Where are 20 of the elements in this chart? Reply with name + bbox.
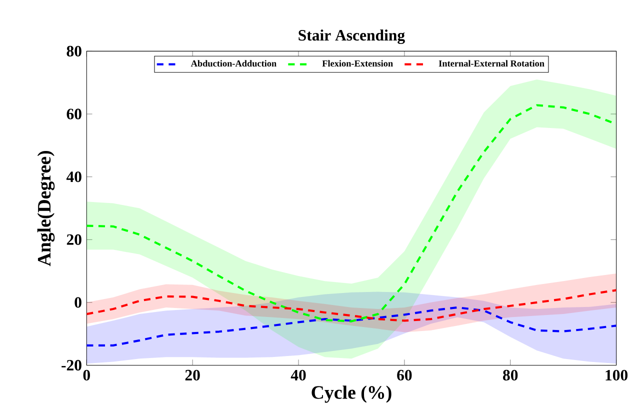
- y-tick-label: 0: [74, 296, 82, 308]
- y-tick-label: 20: [66, 234, 82, 245]
- x-tick-label: 80: [503, 370, 518, 380]
- y-axis-title: Angle(Degree): [37, 150, 55, 266]
- line-series: [86, 306, 616, 346]
- legend-label: Abduction-Adduction: [190, 60, 276, 66]
- x-tick-label: 100: [606, 370, 628, 380]
- x-tick-label: 60: [397, 370, 412, 380]
- y-tick-label: 60: [66, 108, 82, 120]
- chart-title: Stair Ascending: [298, 29, 405, 44]
- legend-label: Internal-External Rotation: [438, 60, 544, 66]
- y-tick-label: 40: [66, 171, 82, 182]
- y-tick-label: 80: [66, 46, 82, 56]
- line-series: [86, 288, 616, 322]
- y-tick-label: -20: [62, 360, 82, 370]
- x-tick-label: 0: [83, 370, 90, 380]
- x-axis-title: Cycle (%): [312, 385, 392, 403]
- x-tick-label: 20: [185, 370, 200, 380]
- legend-label: Flexion-Extension: [322, 60, 393, 66]
- x-tick-label: 40: [290, 370, 306, 380]
